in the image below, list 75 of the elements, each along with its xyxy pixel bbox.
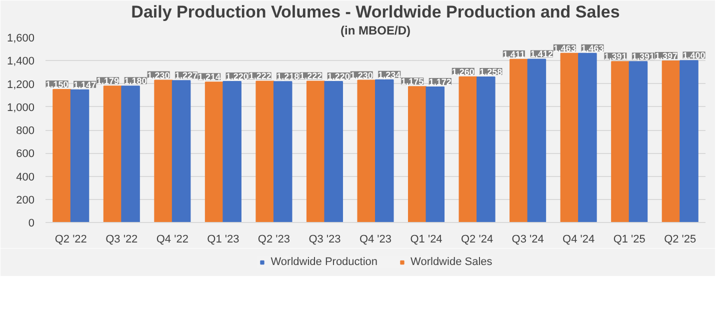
y-tick-label: 400: [16, 171, 35, 184]
bar: [222, 80, 242, 222]
bar: [628, 61, 648, 222]
y-tick-label: 0: [28, 218, 35, 230]
y-tick-label: 200: [16, 194, 35, 206]
legend-label: Worldwide Production: [270, 256, 378, 268]
data-label: 1,222: [300, 71, 322, 82]
data-label: 1,220: [226, 71, 248, 82]
data-label: 1,230: [350, 70, 373, 80]
data-label: 1,411: [502, 49, 525, 60]
bar: [52, 89, 72, 222]
data-label: 1,218: [276, 72, 300, 82]
data-label: 1,463: [553, 43, 576, 54]
bar: [458, 76, 478, 222]
bar: [103, 86, 122, 222]
data-label: 1,463: [581, 43, 604, 54]
data-label: 1,214: [198, 72, 221, 82]
data-label: 1,260: [452, 66, 474, 77]
data-label: 1,150: [46, 80, 68, 90]
data-label: 1,230: [147, 70, 170, 80]
data-label: 1,227: [175, 70, 198, 81]
data-label: 1,172: [428, 76, 452, 87]
data-label: 1,412: [530, 49, 553, 60]
data-label: 1,179: [96, 76, 120, 86]
y-tick-label: 1,200: [6, 78, 35, 91]
data-label: 1,180: [124, 76, 147, 86]
bar: [510, 58, 528, 222]
data-label: 1,175: [401, 76, 424, 87]
bar: [560, 52, 580, 222]
bar: [256, 80, 274, 222]
bar: [154, 80, 173, 222]
chart-subtitle: (in MBOE/D): [340, 24, 411, 38]
y-tick-label: 800: [16, 125, 35, 137]
data-label: 1,400: [682, 50, 706, 61]
bar: [476, 76, 496, 222]
x-tick-label: Q2 '25: [664, 234, 696, 246]
y-tick-label: 1,000: [6, 102, 35, 114]
x-tick-label: Q2 '24: [461, 234, 494, 246]
bar: [408, 86, 427, 222]
x-tick-label: Q1 '25: [613, 234, 646, 246]
x-tick-label: Q3 '24: [512, 234, 544, 246]
data-label: 1,391: [604, 52, 627, 62]
x-tick-label: Q2 '23: [258, 234, 290, 246]
bar: [680, 60, 698, 222]
x-tick-label: Q1 '23: [207, 234, 240, 246]
x-tick-label: Q3 '22: [106, 234, 138, 246]
bar: [426, 86, 445, 222]
bar: [357, 80, 376, 222]
legend-label: Worldwide Sales: [410, 256, 492, 268]
bar: [172, 80, 191, 222]
x-tick-label: Q1 '24: [410, 234, 442, 246]
bar: [121, 86, 140, 222]
data-label: 1,222: [248, 71, 272, 82]
x-tick-label: Q4 '22: [156, 234, 188, 246]
bar: [70, 89, 90, 222]
bar: [527, 58, 546, 222]
y-tick-label: 1,400: [6, 56, 35, 68]
x-tick-label: Q4 '24: [562, 234, 595, 246]
bar: [204, 82, 224, 222]
chart-title: Daily Production Volumes - Worldwide Production and Sales: [131, 2, 620, 22]
data-label: 1,220: [327, 71, 350, 82]
data-label: 1,147: [74, 80, 96, 90]
bar: [375, 79, 394, 222]
x-tick-label: Q2 '22: [54, 234, 87, 246]
x-tick-label: Q3 '23: [308, 234, 341, 246]
y-tick-label: 1,600: [6, 32, 35, 44]
bar: [662, 60, 681, 222]
y-tick-label: 600: [16, 148, 35, 160]
bar: [611, 61, 630, 222]
bar: [273, 81, 292, 222]
data-label: 1,258: [480, 67, 502, 78]
bar: [306, 80, 326, 222]
bar: [324, 80, 343, 222]
x-tick-label: Q4 '23: [359, 234, 392, 246]
data-label: 1,391: [632, 52, 654, 62]
